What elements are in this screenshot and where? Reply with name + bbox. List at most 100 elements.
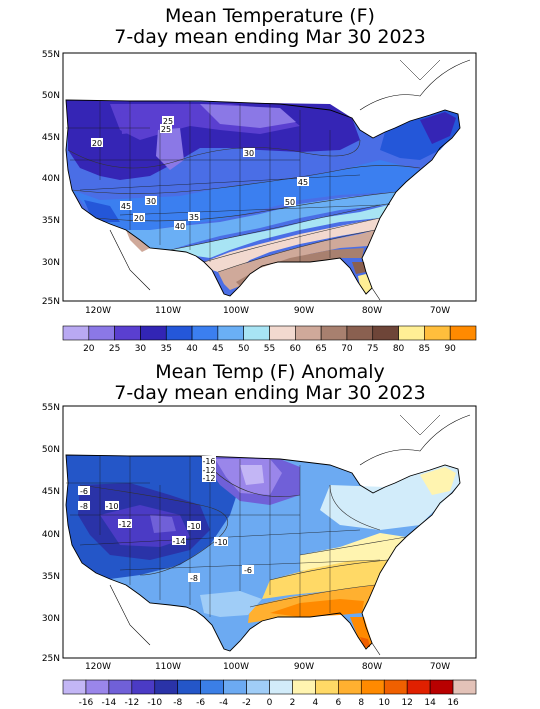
map2-legend-swatch-8 xyxy=(246,679,270,695)
map2-legend-label-7: -2 xyxy=(242,698,251,708)
map2-legend-label-6: -4 xyxy=(219,698,228,708)
map2-legend-label-0: -16 xyxy=(79,698,94,708)
map1-clabel-7: 45 xyxy=(120,201,132,211)
map1-clabel-6: 30 xyxy=(145,196,157,206)
map1-legend-swatch-2 xyxy=(114,325,141,341)
map2-zone-2 xyxy=(300,533,406,571)
map2-zone-4 xyxy=(262,560,388,599)
map1-title-line2: 7-day mean ending Mar 30 2023 xyxy=(114,26,426,48)
map1-legend-label-6: 50 xyxy=(238,344,250,354)
map2-legend-label-14: 12 xyxy=(401,698,412,708)
map1-zone-80 xyxy=(358,274,372,294)
map1-clabel-2: 20 xyxy=(91,138,103,148)
map1-lat-4: 35N xyxy=(42,216,60,226)
map2-legend-label-1: -14 xyxy=(102,698,117,708)
svg-text:45: 45 xyxy=(121,202,131,211)
map2-legend-swatch-10 xyxy=(292,679,316,695)
map1-legend-label-8: 60 xyxy=(290,344,302,354)
map1-legend-swatch-7 xyxy=(243,325,270,341)
map2-clabel-11: -12 xyxy=(202,465,216,475)
map1-legend-label-13: 85 xyxy=(419,344,430,354)
map2-title-line1: Mean Temp (F) Anomaly xyxy=(155,361,385,383)
svg-text:-10: -10 xyxy=(214,538,227,547)
svg-text:-12: -12 xyxy=(118,520,131,529)
map1-zone-20b xyxy=(156,128,184,170)
map2-zone-minus12 xyxy=(100,505,190,547)
svg-text:25: 25 xyxy=(161,125,171,134)
map1-zone-60 xyxy=(204,218,380,272)
map1-lat-5: 30N xyxy=(42,258,60,268)
map1-legend-swatch-6 xyxy=(217,325,244,341)
map1-lon-5: 70W xyxy=(430,306,450,316)
svg-text:-10: -10 xyxy=(105,502,118,511)
map2-legend-swatch-1 xyxy=(85,679,110,695)
map2-legend-label-12: 8 xyxy=(358,698,364,708)
svg-text:-16: -16 xyxy=(202,457,215,466)
map2-legend-swatch-12 xyxy=(338,679,362,695)
map2-clabel-6: -10 xyxy=(187,521,201,531)
map2-lon-4: 80W xyxy=(362,662,382,672)
svg-text:50: 50 xyxy=(285,198,295,207)
map2-lon-1: 110W xyxy=(155,662,181,672)
map2-legend-label-9: 2 xyxy=(290,698,296,708)
map2-clabel-4: -10 xyxy=(105,501,119,511)
map1-lat-0: 55N xyxy=(42,50,60,60)
map1-zone-70 xyxy=(236,248,364,286)
map1-legend-swatch-15 xyxy=(449,325,477,341)
map1-legend-swatch-3 xyxy=(140,325,167,341)
map1-zone-55 xyxy=(170,205,388,258)
svg-text:-10: -10 xyxy=(187,522,200,531)
map1-zone-50 xyxy=(96,192,396,250)
map2-legend-swatch-17 xyxy=(452,679,477,695)
map1-clabel-5: 50 xyxy=(284,197,296,207)
map1-lon-2: 100W xyxy=(223,306,249,316)
svg-text:30: 30 xyxy=(244,149,254,158)
map2-legend-swatch-16 xyxy=(429,679,454,695)
svg-text:35: 35 xyxy=(189,213,199,222)
map1-clabel-3: 30 xyxy=(243,148,255,158)
svg-text:-6: -6 xyxy=(244,566,252,575)
svg-text:-8: -8 xyxy=(80,502,88,511)
map1-lat-3: 40N xyxy=(42,174,60,184)
map2-clabel-3: -8 xyxy=(78,501,90,511)
map2-clabel-2: -6 xyxy=(78,486,90,496)
map1-clabel-10: 40 xyxy=(174,221,186,231)
map1-legend-swatch-9 xyxy=(295,325,322,341)
map1-legend-swatch-10 xyxy=(320,325,348,341)
map1-legend-swatch-13 xyxy=(398,325,425,341)
map2-lat-ticks: 55N 50N 45N 40N 35N 30N 25N xyxy=(42,403,60,664)
map1-clabel-8: 20 xyxy=(133,213,145,223)
map2-clabel-8: -10 xyxy=(214,537,228,547)
map2-legend-label-3: -10 xyxy=(147,698,162,708)
svg-text:-6: -6 xyxy=(80,487,88,496)
map2-legend-label-10: 4 xyxy=(313,698,319,708)
map2-clabel-10: -6 xyxy=(242,565,254,575)
map1-legend-label-3: 35 xyxy=(161,344,172,354)
map1-legend-swatch-5 xyxy=(191,325,219,341)
map1-legend-swatch-12 xyxy=(372,325,399,341)
map1-legend-swatch-8 xyxy=(269,325,296,341)
map1-lon-1: 110W xyxy=(155,306,181,316)
map1-legend-swatch-1 xyxy=(88,325,115,341)
svg-text:-8: -8 xyxy=(190,574,198,583)
svg-text:-12: -12 xyxy=(202,474,215,483)
map2-panel: -16 -12 -6 -8 -10 -12 -10 -14 -10 -8 -6 … xyxy=(42,403,477,708)
map2-zone-8 xyxy=(270,599,364,617)
map1-contour-labels: 25 25 20 30 45 50 30 45 20 35 40 xyxy=(91,116,309,231)
map2-legend-label-16: 16 xyxy=(447,698,459,708)
map1-clabel-4: 45 xyxy=(297,177,309,187)
map2-legend-label-13: 10 xyxy=(378,698,390,708)
map1-clabel-0: 25 xyxy=(162,116,174,126)
map2-legend-swatch-6 xyxy=(200,679,224,695)
svg-text:30: 30 xyxy=(146,197,156,206)
map1-lon-3: 90W xyxy=(294,306,314,316)
map1-lat-ticks: 55N 50N 45N 40N 35N 30N 25N xyxy=(42,50,60,307)
map1-legend-label-5: 45 xyxy=(212,344,223,354)
map1-lat-1: 50N xyxy=(42,91,60,101)
map1-lon-0: 120W xyxy=(85,306,111,316)
map1-zone-45 xyxy=(72,160,420,230)
map2-lat-3: 40N xyxy=(42,530,60,540)
map2-lat-5: 30N xyxy=(42,614,60,624)
map1-legend-swatch-4 xyxy=(165,325,193,341)
